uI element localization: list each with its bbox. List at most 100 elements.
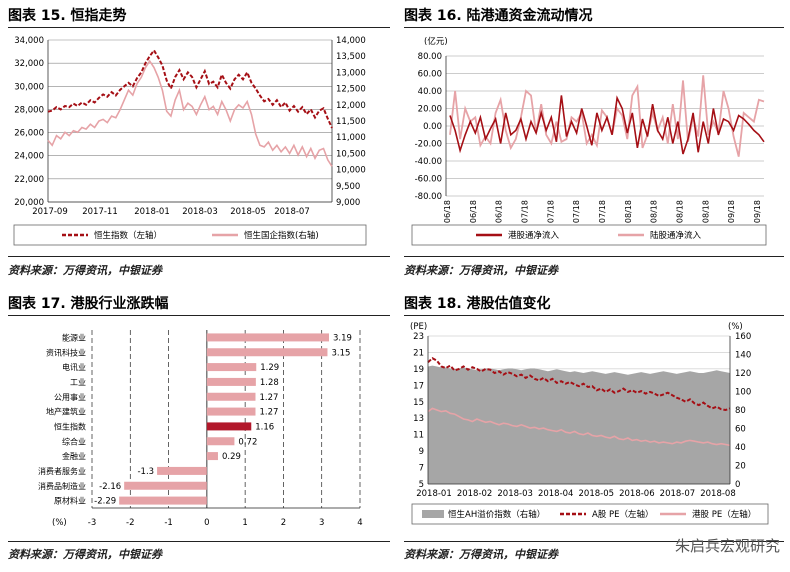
y-right-tick: 120	[735, 369, 751, 379]
y-right-tick: 14,000	[336, 36, 366, 46]
y-tick: 80.00	[418, 52, 442, 62]
x-tick: 06/18	[469, 200, 478, 223]
title-rule	[404, 27, 784, 28]
y-tick: 20.00	[418, 105, 442, 115]
panel-sector-returns: 图表 17. 港股行业涨跌幅 -3 -2 -1 0 1 2 3 4 (%) 能源业 3.19 资讯科技…	[0, 288, 395, 572]
x-tick: -1	[164, 518, 172, 528]
y-left-tick: 15	[413, 398, 424, 408]
y-left-tick: 20,000	[14, 198, 44, 208]
value-label: 1.27	[259, 393, 278, 403]
x-tick: 2017-09	[32, 207, 68, 217]
chart-sector-returns: -3 -2 -1 0 1 2 3 4 (%) 能源业 3.19 资讯科技业 3.15 电讯业 1.29 工业 1…	[38, 330, 363, 528]
legend-southbound-label: 港股通净流入	[508, 230, 560, 241]
source-rule	[404, 541, 784, 542]
series-hscei-line	[47, 59, 333, 167]
y-right-tick: 11,000	[336, 133, 366, 143]
y-right-tick: 10,500	[336, 149, 366, 159]
title-rule	[404, 315, 784, 316]
category-label: 综合业	[62, 436, 86, 446]
y-left-tick: 28,000	[14, 105, 44, 115]
series-southbound-line	[449, 95, 765, 155]
y-left-tick: 30,000	[14, 82, 44, 92]
x-tick: 2017-11	[82, 207, 118, 217]
y-left-tick: 11	[413, 431, 424, 441]
y-left-tick: 7	[419, 464, 424, 474]
y-right-tick: 13,000	[336, 68, 366, 78]
source-rule	[8, 541, 390, 542]
x-tick: 08/18	[624, 200, 633, 223]
y-right-unit: (%)	[728, 322, 743, 332]
y-tick: 60.00	[418, 70, 442, 80]
panel-title: 图表 17. 港股行业涨跌幅	[8, 296, 169, 312]
x-tick: 2018-06	[619, 489, 655, 499]
y-right-tick: 9,500	[336, 182, 360, 192]
panel-title: 图表 18. 港股估值变化	[404, 296, 551, 312]
chart-valuation: (PE) (%) 5 7 9 11 13 15 17 19 21 23 0 20 40 60 80 100 120 1…	[410, 322, 769, 525]
x-tick: 09/18	[753, 200, 762, 223]
category-label: 消费品制造业	[38, 481, 86, 491]
x-tick: 2018-05	[230, 207, 266, 217]
value-label: -2.16	[99, 482, 121, 492]
legend-box	[13, 224, 367, 246]
bar	[206, 407, 256, 416]
legend-hscei-label: 恒生国企指数(右轴)	[244, 230, 319, 241]
value-label: 1.29	[260, 363, 279, 373]
y-left-tick: 9	[419, 447, 424, 457]
category-label: 电讯业	[62, 362, 86, 372]
category-label: 资讯科技业	[46, 347, 86, 357]
x-tick: 2018-04	[538, 489, 574, 499]
x-tick: 08/18	[701, 200, 710, 223]
y-left-tick: 32,000	[14, 59, 44, 69]
x-tick: 2018-01	[134, 207, 170, 217]
x-tick: 09/18	[727, 200, 736, 223]
y-left-tick: 17	[413, 381, 424, 391]
y-left-tick: 24,000	[14, 152, 44, 162]
y-tick: -80.00	[415, 192, 442, 202]
y-right-tick: 60	[735, 425, 746, 435]
source-note: 资料来源：万得资讯，中银证券	[8, 548, 162, 561]
y-left-tick: 26,000	[14, 129, 44, 139]
y-tick: -40.00	[415, 157, 442, 167]
y-left-tick: 34,000	[14, 36, 44, 46]
x-tick: 2018-03	[497, 489, 533, 499]
x-tick: 07/18	[572, 200, 581, 223]
chart-connect-flows: (亿元) -80.00 -60.00 -40.00 -20.00 0.00 20.00 40.…	[411, 36, 767, 246]
y-right-tick: 160	[735, 332, 751, 342]
legend-northbound-label: 陆股通净流入	[650, 230, 702, 241]
y-right-tick: 10,000	[336, 166, 366, 176]
title-rule	[8, 27, 390, 28]
y-left-tick: 22,000	[14, 175, 44, 185]
watermark: 朱启兵宏观研究	[674, 537, 780, 555]
bar	[206, 437, 235, 446]
y-left-tick: 13	[413, 414, 424, 424]
x-tick: 1	[242, 518, 247, 528]
bar	[119, 496, 207, 505]
y-unit: (亿元)	[424, 36, 448, 47]
y-left-tick: 19	[413, 365, 424, 375]
x-tick: 06/18	[495, 200, 504, 223]
x-tick: 2018-02	[457, 489, 493, 499]
y-tick: -60.00	[415, 175, 442, 185]
source-note: 资料来源：万得资讯，中银证券	[404, 548, 558, 561]
y-right-tick: 12,500	[336, 85, 366, 95]
panel-title: 图表 15. 恒指走势	[8, 8, 127, 24]
panel-hsi-trend: 图表 15. 恒指走势 20,000 22,000 24,000 26,000 28,0…	[0, 0, 395, 286]
x-tick: 07/18	[598, 200, 607, 223]
x-tick: 07/18	[546, 200, 555, 223]
y-tick: 0.00	[423, 122, 442, 132]
category-label: 公用事业	[54, 392, 86, 402]
x-tick: 0	[204, 518, 209, 528]
x-tick: 07/18	[521, 200, 530, 223]
x-tick: 06/18	[443, 200, 452, 223]
x-tick: 08/18	[676, 200, 685, 223]
chart-hsi-trend: 20,000 22,000 24,000 26,000 28,000 30,000 32,0…	[13, 36, 367, 246]
series-hk-pe-line	[427, 407, 731, 447]
legend-box	[411, 224, 767, 246]
source-note: 资料来源：万得资讯，中银证券	[8, 264, 162, 277]
bar	[206, 377, 256, 386]
y-right-tick: 13,500	[336, 52, 366, 62]
y-right-tick: 20	[735, 462, 746, 472]
legend-a-pe-label: A股 PE（左轴）	[592, 509, 654, 520]
x-tick: -3	[88, 518, 96, 528]
panel-title: 图表 16. 陆港通资金流动情况	[404, 8, 593, 24]
